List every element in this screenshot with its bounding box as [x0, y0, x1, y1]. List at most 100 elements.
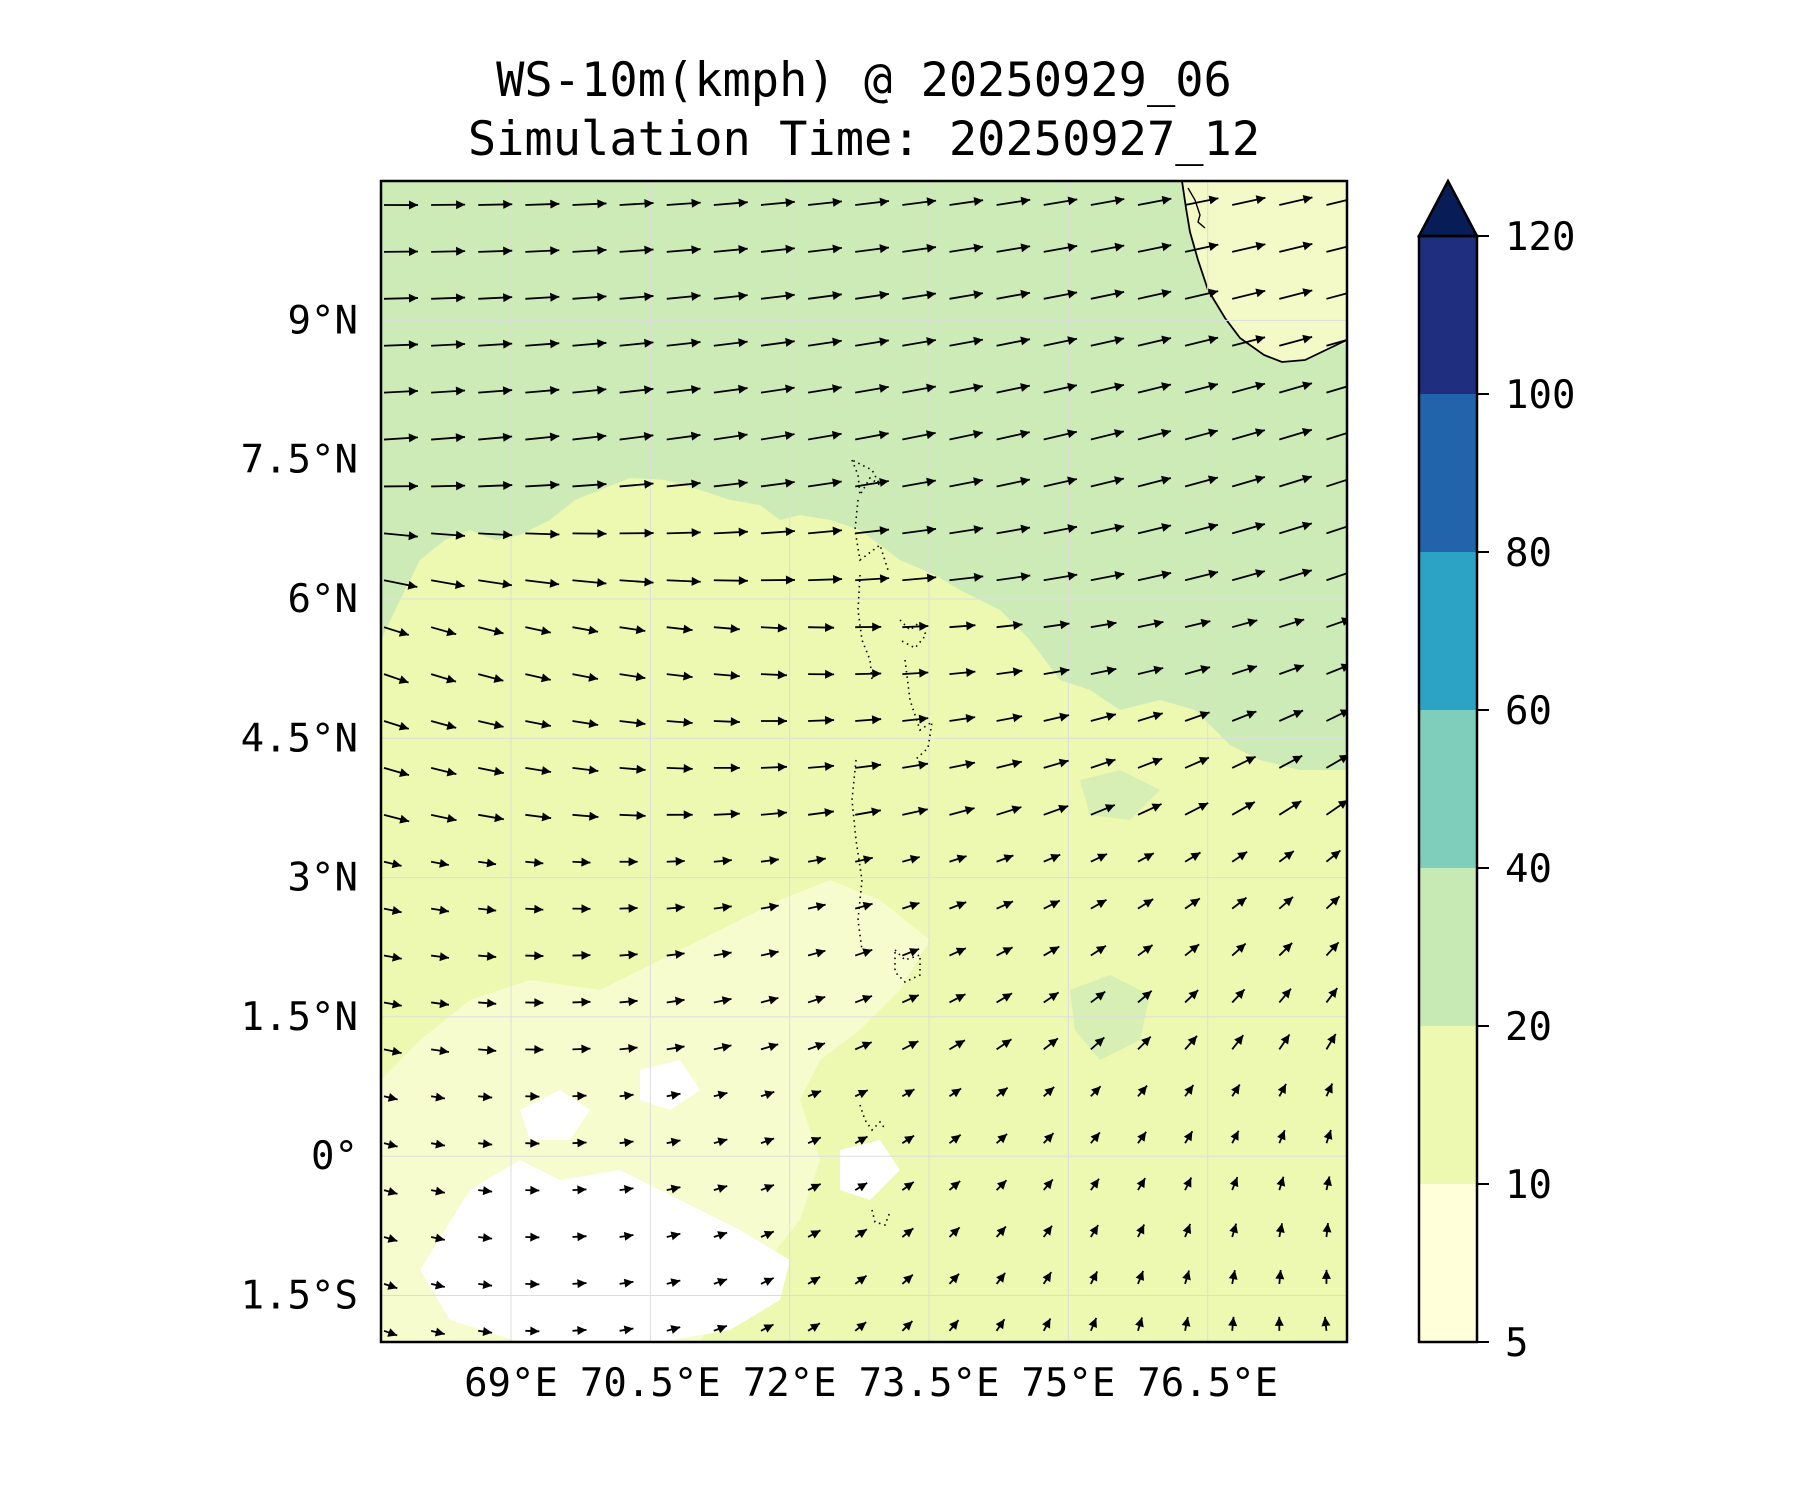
wind-arrow [572, 1185, 587, 1195]
wind-arrow [1182, 1223, 1192, 1238]
wind-arrow [619, 1278, 634, 1288]
wind-arrow [1274, 1316, 1284, 1331]
wind-arrow [1136, 1177, 1146, 1191]
colorbar-bands [1419, 236, 1477, 1342]
wind-arrow [1325, 987, 1339, 1003]
wind-arrow [902, 477, 936, 488]
wind-arrow [854, 1041, 873, 1051]
colorbar-band [1419, 552, 1477, 710]
colorbar-band [1419, 236, 1477, 394]
wind-arrow [1090, 666, 1117, 676]
wind-arrow [619, 1091, 634, 1101]
wind-arrow [996, 946, 1014, 957]
wind-arrow [478, 1092, 493, 1102]
wind-arrow [619, 997, 638, 1007]
wind-arrow [1137, 242, 1172, 253]
wind-arrow [1231, 241, 1266, 253]
wind-arrow [383, 1234, 398, 1243]
wind-arrow [525, 998, 544, 1008]
wind-arrow [996, 1086, 1009, 1097]
wind-arrow [855, 430, 889, 441]
wind-arrow [760, 384, 795, 394]
colorbar-band [1419, 394, 1477, 552]
wind-arrow [1231, 428, 1266, 441]
wind-arrow [383, 673, 409, 684]
wind-arrow [996, 243, 1031, 253]
map-panel [381, 181, 1347, 1342]
wind-arrow [572, 625, 599, 635]
wind-arrow [430, 1046, 450, 1056]
wind-arrow [760, 198, 795, 208]
wind-arrow [1279, 195, 1313, 206]
wind-arrow [525, 1185, 540, 1195]
wind-arrow [713, 624, 740, 634]
wind-arrow [572, 811, 599, 821]
wind-arrow [666, 903, 685, 913]
wind-arrow [1184, 1035, 1198, 1050]
wind-arrow [949, 572, 984, 582]
wind-arrow [902, 854, 920, 864]
wind-arrow [1229, 1176, 1239, 1191]
wind-arrow [1231, 710, 1257, 722]
wind-arrow [478, 1139, 493, 1149]
wind-arrow [430, 858, 449, 868]
wind-arrow [1279, 288, 1313, 300]
wind-arrow [478, 246, 513, 256]
wind-arrow [949, 243, 984, 253]
wind-arrow [807, 1183, 822, 1192]
wind-arrow [713, 198, 748, 208]
wind-arrow [949, 1039, 966, 1051]
wind-arrow [855, 715, 882, 725]
wind-arrow [383, 293, 419, 303]
wind-arrow [1278, 850, 1295, 863]
wind-arrow [525, 766, 552, 776]
wind-arrow [1184, 195, 1219, 206]
wind-arrow [666, 1137, 681, 1147]
wind-arrow [619, 1231, 634, 1241]
wind-arrow [572, 950, 591, 960]
wind-arrow [901, 1320, 914, 1332]
wind-arrow [901, 1227, 914, 1238]
wind-arrow [996, 620, 1023, 630]
wind-arrow [1184, 665, 1211, 675]
wind-arrow [713, 671, 740, 680]
wind-arrow [760, 1184, 775, 1193]
colorbar-band [1419, 1026, 1477, 1184]
wind-arrow [1181, 1316, 1191, 1331]
wind-arrow [713, 291, 748, 301]
wind-arrow [1137, 619, 1164, 629]
wind-arrow [760, 670, 787, 680]
wind-arrow [1090, 944, 1107, 957]
wind-arrow [996, 667, 1023, 677]
wind-arrow [807, 995, 826, 1004]
wind-arrow [948, 1273, 960, 1285]
wind-arrow [478, 858, 497, 868]
wind-arrow [430, 813, 457, 823]
wind-arrow [430, 1186, 446, 1196]
wind-arrow [478, 720, 504, 730]
wind-arrow [383, 1328, 398, 1337]
wind-arrow [1277, 1129, 1286, 1144]
wind-arrow [619, 625, 646, 635]
wind-arrow [1184, 522, 1219, 535]
wind-arrow [713, 384, 748, 394]
wind-arrow [713, 245, 748, 255]
atoll-middle-west [857, 574, 873, 681]
wind-arrow [807, 902, 826, 912]
wind-arrow [949, 429, 983, 441]
india-coastline [1181, 181, 1347, 363]
wind-arrow [666, 1090, 681, 1100]
wind-arrow [1043, 1132, 1055, 1144]
wind-arrow [478, 1233, 493, 1243]
wind-arrow [713, 431, 748, 441]
wind-arrow [1137, 289, 1172, 300]
wind-arrow [478, 1045, 497, 1055]
wind-arrow [854, 995, 873, 1004]
wind-arrow [666, 856, 685, 866]
wind-arrow [901, 1134, 915, 1145]
wind-arrow [1043, 429, 1078, 441]
wind-arrow [807, 478, 842, 488]
y-tick-label: 7.5°N [241, 438, 358, 483]
wind-arrow [1090, 382, 1125, 394]
wind-arrow [383, 1093, 398, 1102]
